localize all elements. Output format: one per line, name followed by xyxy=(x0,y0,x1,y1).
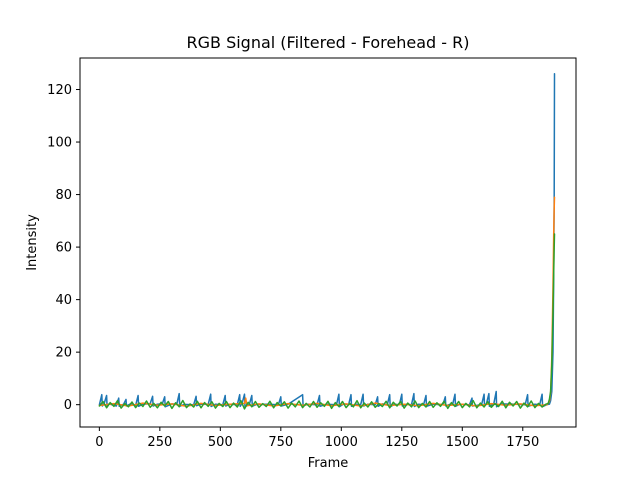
y-axis: 0 20 40 60 80 100 120 xyxy=(47,83,80,413)
series-layer xyxy=(98,73,556,410)
chart-title: RGB Signal (Filtered - Forehead - R) xyxy=(186,33,469,52)
x-axis: 0 250 500 750 1000 1250 1500 1750 xyxy=(95,427,539,450)
y-tick-label: 80 xyxy=(55,188,72,203)
plot-frame xyxy=(79,57,577,428)
x-axis-label: Frame xyxy=(308,456,349,471)
x-tick-label: 1000 xyxy=(325,435,358,450)
x-tick-label: 1500 xyxy=(446,435,479,450)
y-tick-label: 60 xyxy=(55,241,72,256)
x-tick-label: 250 xyxy=(147,435,172,450)
x-tick-label: 1750 xyxy=(506,435,539,450)
x-tick-label: 500 xyxy=(208,435,233,450)
y-tick-label: 120 xyxy=(47,83,72,98)
y-tick-label: 20 xyxy=(55,346,72,361)
x-tick-label: 1250 xyxy=(385,435,418,450)
y-axis-label: Intensity xyxy=(25,214,40,271)
y-tick-label: 100 xyxy=(47,136,72,151)
series-line-3 xyxy=(98,233,556,410)
x-tick-label: 0 xyxy=(95,435,103,450)
x-tick-label: 750 xyxy=(268,435,293,450)
y-tick-label: 0 xyxy=(64,398,72,413)
y-tick-label: 40 xyxy=(55,293,72,308)
